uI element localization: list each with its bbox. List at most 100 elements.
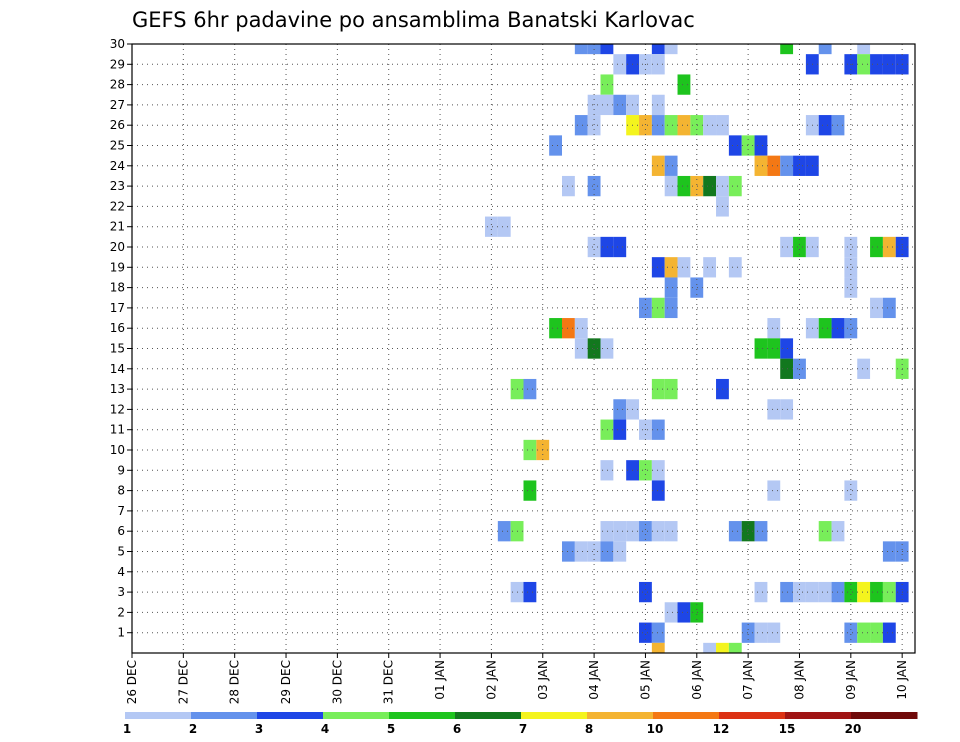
legend-swatch — [719, 712, 786, 719]
heatmap-cell — [882, 297, 896, 319]
heatmap-cell — [741, 622, 755, 643]
heatmap-cell — [767, 622, 781, 643]
heatmap-cell — [703, 115, 717, 136]
heatmap-cell — [651, 419, 665, 440]
legend-swatch — [323, 712, 390, 719]
y-tick-label: 9 — [117, 463, 125, 477]
heatmap-cell — [574, 541, 588, 562]
x-tick-label: 01 JAN — [433, 660, 447, 700]
heatmap-cell — [690, 175, 704, 197]
heatmap-cell — [497, 521, 511, 542]
chart-title: GEFS 6hr padavine po ansamblima Banatski… — [132, 8, 695, 32]
grid-lines — [132, 44, 915, 653]
legend-label: 8 — [585, 722, 593, 736]
heatmap-cell — [780, 581, 794, 603]
y-tick-label: 4 — [117, 565, 125, 579]
heatmap-cell — [639, 115, 652, 136]
heatmap-cell — [651, 480, 665, 501]
heatmap-cell — [664, 115, 678, 136]
legend-label: 3 — [255, 722, 263, 736]
legend-label: 10 — [647, 722, 664, 736]
heatmap-cell — [780, 236, 794, 258]
heatmap-cell — [523, 581, 537, 603]
heatmap-cell — [651, 460, 665, 481]
heatmap-cell — [664, 257, 678, 278]
heatmap-cell — [882, 622, 896, 643]
heatmap-cell — [754, 338, 768, 359]
heatmap-cell — [613, 419, 627, 440]
y-tick-label: 25 — [110, 139, 125, 153]
heatmap-cell — [793, 358, 806, 379]
heatmap-cell — [882, 54, 896, 75]
heatmap-cell — [497, 216, 511, 237]
legend-swatch — [587, 712, 654, 719]
heatmap-cell — [600, 460, 614, 481]
legend-swatch — [653, 712, 720, 719]
heatmap-cell — [664, 277, 678, 298]
heatmap-cell — [549, 135, 563, 156]
y-tick-label: 21 — [110, 220, 125, 234]
heatmap-cell — [664, 602, 678, 623]
heatmap-cell — [651, 94, 665, 116]
x-tick-label: 10 JAN — [895, 660, 909, 700]
heatmap-cell — [677, 257, 691, 278]
heatmap-cell — [793, 155, 806, 176]
heatmap-cell — [651, 521, 665, 542]
heatmap-cell — [639, 581, 652, 603]
heatmap-cell — [651, 44, 665, 55]
heatmap-cell — [857, 54, 871, 75]
legend-label: 12 — [713, 722, 730, 736]
x-tick-label: 28 DEC — [228, 660, 242, 704]
heatmap-cell — [818, 581, 832, 603]
heatmap-cell — [677, 175, 691, 197]
heatmap-cell — [639, 521, 652, 542]
y-tick-label: 5 — [117, 545, 125, 559]
heatmap-cell — [664, 297, 678, 319]
heatmap-cell — [523, 480, 537, 501]
heatmap-cell — [844, 622, 858, 643]
x-tick-label: 29 DEC — [279, 660, 293, 704]
y-tick-label: 22 — [110, 199, 125, 213]
heatmap-cell — [613, 521, 627, 542]
heatmap-cell — [818, 115, 832, 136]
heatmap-cell — [587, 338, 601, 359]
heatmap-cell — [767, 155, 781, 176]
heatmap-cell — [562, 541, 575, 562]
heatmap-cell — [767, 338, 781, 359]
heatmap-cell — [818, 44, 832, 55]
heatmap-cell — [818, 318, 832, 339]
heatmap-cell — [600, 419, 614, 440]
heatmap-cell — [690, 602, 704, 623]
y-tick-label: 15 — [110, 342, 125, 356]
y-tick-label: 24 — [110, 159, 125, 173]
legend-swatch — [389, 712, 456, 719]
heatmap-cell — [574, 44, 588, 55]
heatmap-cell — [664, 175, 678, 197]
heatmap-cell — [574, 115, 588, 136]
y-tick-label: 11 — [110, 423, 125, 437]
heatmap-cell — [870, 54, 883, 75]
y-tick-label: 20 — [110, 240, 125, 254]
legend-label: 20 — [845, 722, 862, 736]
heatmap-cell — [600, 236, 614, 258]
heatmap-cell — [600, 44, 614, 55]
legend-swatch — [191, 712, 258, 719]
heatmap-cell — [613, 236, 627, 258]
heatmap-cell — [574, 318, 588, 339]
heatmap-cell — [844, 277, 858, 298]
legend-swatch — [521, 712, 588, 719]
y-tick-label: 13 — [110, 382, 125, 396]
heatmap-cell — [600, 541, 614, 562]
heatmap-cell — [844, 581, 858, 603]
heatmap-cell — [639, 460, 652, 481]
x-tick-label: 05 JAN — [638, 660, 652, 700]
heatmap-cell — [780, 338, 794, 359]
heatmap-cell — [882, 236, 896, 258]
heatmap-cell — [728, 521, 742, 542]
y-tick-label: 17 — [110, 301, 125, 315]
heatmap-cell — [728, 257, 742, 278]
y-tick-label: 1 — [117, 626, 125, 640]
x-tick-label: 02 JAN — [484, 660, 498, 700]
heatmap-cell — [870, 236, 883, 258]
